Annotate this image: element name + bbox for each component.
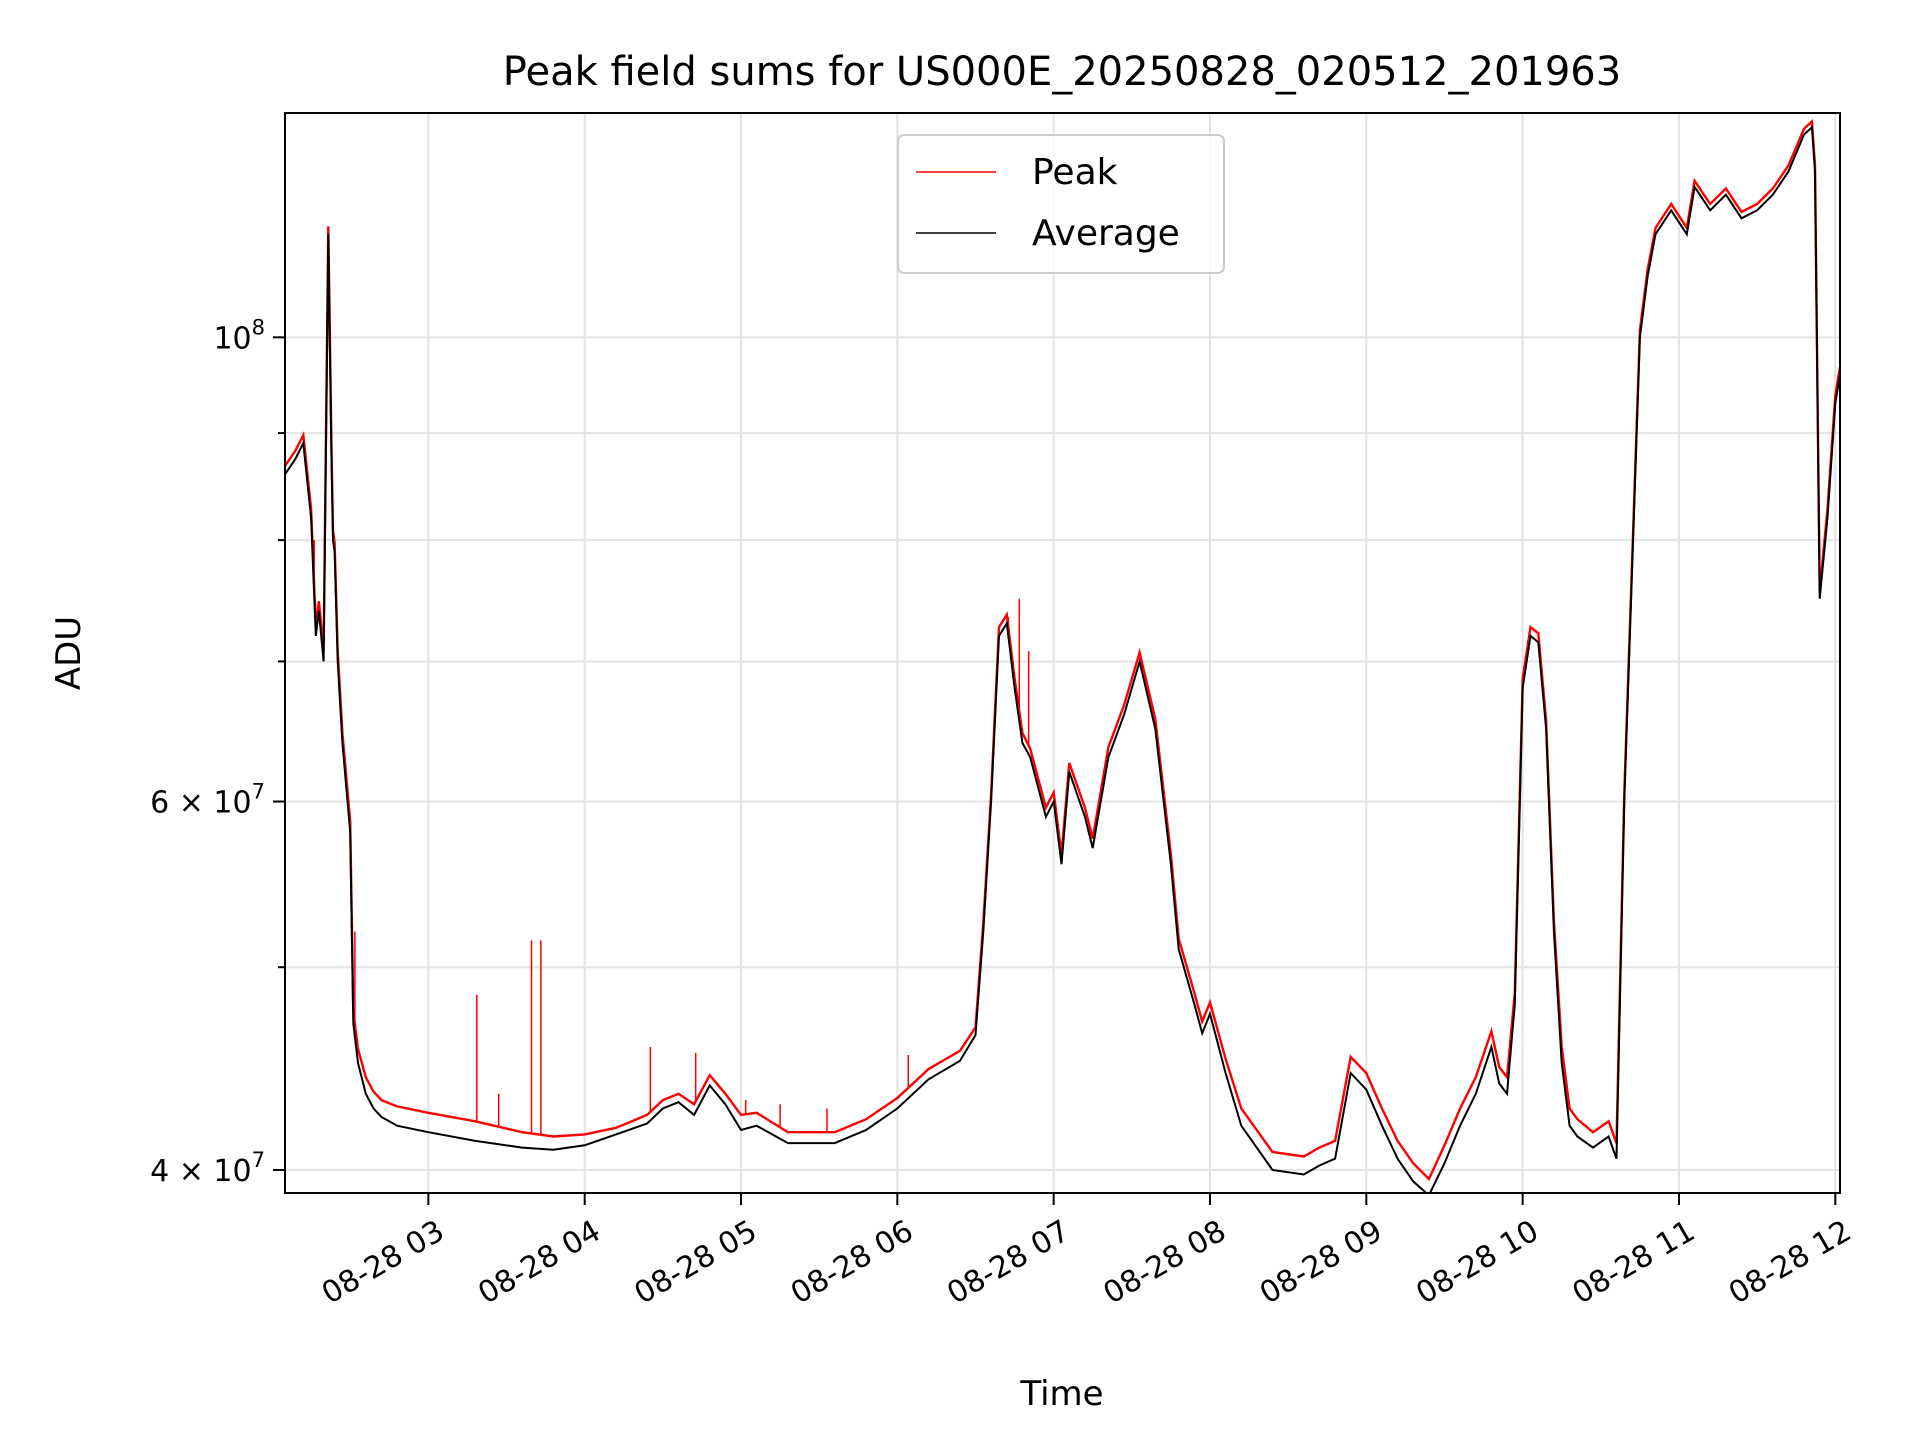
legend-box [897, 134, 1225, 274]
x-tick-label: 08-28 07 [941, 1214, 1075, 1312]
x-tick-label: 08-28 05 [629, 1214, 763, 1312]
y-tick-label: 108 [213, 315, 265, 356]
chart-title: Peak field sums for US000E_20250828_0205… [503, 49, 1621, 95]
x-tick-label: 08-28 06 [785, 1214, 919, 1312]
x-tick-label: 08-28 10 [1410, 1214, 1544, 1312]
y-tick-label: 4 × 107 [150, 1148, 265, 1189]
legend-label-peak: Peak [1032, 152, 1118, 193]
legend: Peak Average [897, 134, 1225, 274]
x-tick-label: 08-28 08 [1098, 1214, 1232, 1312]
series-line-average [285, 125, 1840, 1193]
series-line-peak [285, 119, 1840, 1182]
plot-frame [284, 112, 1841, 1194]
x-tick-label: 08-28 12 [1723, 1214, 1857, 1312]
y-tick-label: 6 × 107 [150, 780, 265, 821]
legend-label-average: Average [1032, 213, 1180, 254]
x-axis-label: Time [1019, 1374, 1103, 1414]
series-lines [285, 119, 1840, 1193]
x-tick-label: 08-28 04 [472, 1214, 606, 1312]
axis-ticks: 08-28 03 08-28 04 08-28 05 08-28 06 08-28 07… [150, 315, 1857, 1311]
grid [285, 113, 1840, 1193]
x-tick-label: 08-28 09 [1254, 1214, 1388, 1312]
y-axis-label: ADU [49, 616, 89, 690]
x-tick-label: 08-28 11 [1567, 1214, 1701, 1312]
x-tick-label: 08-28 03 [316, 1214, 450, 1312]
